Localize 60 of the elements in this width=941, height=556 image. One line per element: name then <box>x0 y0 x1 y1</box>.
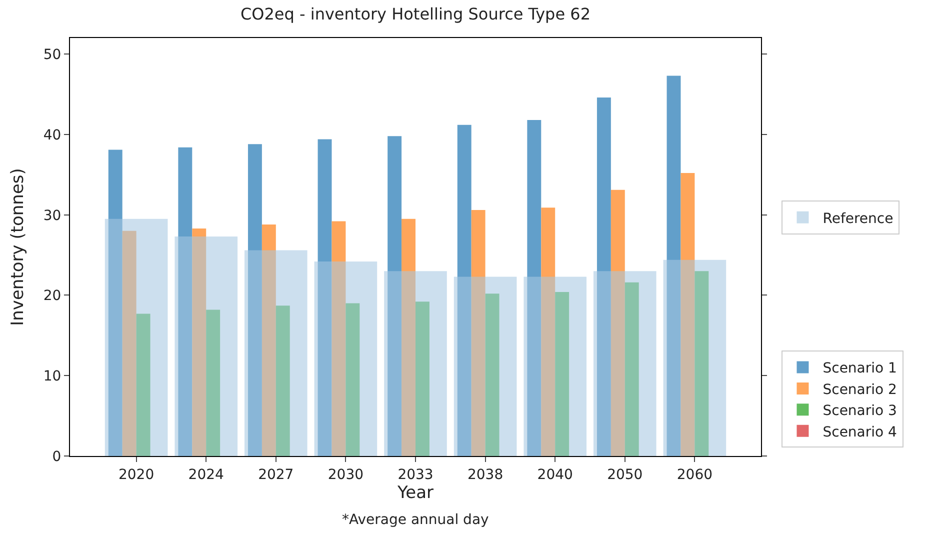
bar <box>596 97 611 456</box>
x-tick-label: 2033 <box>398 466 434 483</box>
bar <box>384 271 447 456</box>
bar <box>457 124 472 456</box>
y-tick-label: 20 <box>43 288 62 304</box>
bar <box>541 208 556 456</box>
legend-label: Reference <box>822 210 894 227</box>
bar <box>471 210 486 456</box>
bar <box>244 250 308 456</box>
y-axis-title: Inventory (tonnes) <box>8 168 28 326</box>
x-tick-label: 2024 <box>188 466 224 483</box>
legend-label: Scenario 1 <box>822 360 897 377</box>
x-tick-label: 2040 <box>537 466 573 483</box>
text: *Average annual day <box>342 512 489 528</box>
bar <box>104 218 168 456</box>
bar <box>178 147 192 456</box>
bar <box>276 306 290 456</box>
bar <box>694 271 709 456</box>
bar <box>680 173 695 456</box>
bar <box>555 292 570 456</box>
x-tick-label: 2050 <box>607 466 643 483</box>
y-tick-label: 40 <box>43 127 62 144</box>
y-tick-label: 10 <box>43 368 62 385</box>
bar <box>108 150 122 456</box>
bar <box>593 271 656 456</box>
bar <box>136 314 150 456</box>
x-tick-label: 2027 <box>258 466 294 483</box>
x-tick-label: 2038 <box>467 466 504 483</box>
bar <box>388 136 402 456</box>
y-tick-label: 50 <box>43 46 62 63</box>
y-tick-label: 0 <box>52 448 62 465</box>
bar <box>454 276 517 456</box>
bar <box>314 261 378 456</box>
bar <box>192 228 206 456</box>
bar <box>174 236 238 456</box>
bar <box>332 221 346 456</box>
bar <box>122 230 136 456</box>
bar <box>346 303 360 456</box>
bar <box>402 218 416 456</box>
x-tick-label: 2060 <box>676 466 713 483</box>
legend-label: Scenario 4 <box>822 424 898 440</box>
bar <box>624 282 639 456</box>
bar <box>318 139 332 456</box>
bar <box>248 144 262 456</box>
bar <box>666 76 681 456</box>
bar <box>663 260 726 456</box>
chart-title: CO2eq - inventory Hotelling Source Type 62 <box>240 4 591 24</box>
bar <box>485 294 500 456</box>
y-tick-label: 30 <box>43 208 62 224</box>
bar <box>206 310 220 456</box>
x-tick-label: 2030 <box>328 466 364 483</box>
bar <box>262 224 276 456</box>
x-tick-label: 2020 <box>118 466 154 483</box>
bar <box>416 302 430 456</box>
bar <box>610 190 625 456</box>
legend-label: Scenario 3 <box>822 403 897 420</box>
bar <box>524 276 587 456</box>
x-axis-title: Year <box>396 482 434 503</box>
legend-label: Scenario 2 <box>822 382 897 398</box>
bar <box>527 120 542 456</box>
